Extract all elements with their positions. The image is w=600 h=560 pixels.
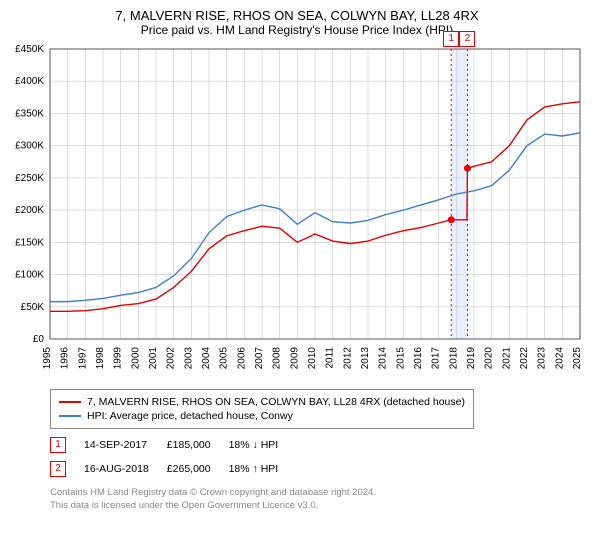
svg-text:£150K: £150K [15, 237, 44, 248]
svg-text:2002: 2002 [166, 347, 177, 370]
svg-text:1995: 1995 [42, 347, 53, 370]
svg-text:£0: £0 [33, 334, 45, 345]
svg-text:2004: 2004 [201, 347, 212, 370]
svg-text:2024: 2024 [554, 347, 565, 370]
svg-text:2001: 2001 [148, 347, 159, 370]
legend-row: 7, MALVERN RISE, RHOS ON SEA, COLWYN BAY… [59, 396, 465, 408]
svg-text:1998: 1998 [95, 347, 106, 370]
svg-text:2005: 2005 [219, 347, 230, 370]
svg-text:2017: 2017 [431, 347, 442, 370]
svg-text:£300K: £300K [15, 141, 44, 152]
table-row: 1 14-SEP-2017£185,00018% ↓ HPI [50, 433, 296, 457]
svg-text:2022: 2022 [519, 347, 530, 370]
chart-svg: £0 £50K £100K £150K £200K £250K £300K £350K £400… [8, 43, 584, 383]
svg-text:2023: 2023 [537, 347, 548, 370]
svg-text:£50K: £50K [21, 302, 45, 313]
svg-text:2007: 2007 [254, 347, 265, 370]
footer-line1: Contains HM Land Registry data © Crown c… [50, 487, 586, 500]
svg-text:2014: 2014 [378, 347, 389, 370]
footer: Contains HM Land Registry data © Crown c… [50, 487, 586, 513]
legend-swatch [59, 415, 81, 417]
svg-text:£100K: £100K [15, 270, 44, 281]
svg-text:1996: 1996 [60, 347, 71, 370]
table-row: 2 16-AUG-2018£265,00018% ↑ HPI [50, 457, 296, 481]
svg-text:2015: 2015 [395, 347, 406, 370]
sale-price: £185,000 [167, 433, 229, 457]
svg-text:1997: 1997 [77, 347, 88, 370]
sale-delta: 18% ↓ HPI [229, 433, 297, 457]
sale-badge: 1 [50, 437, 66, 453]
sale-date: 16-AUG-2018 [84, 457, 167, 481]
svg-text:2019: 2019 [466, 347, 477, 370]
sale-marker-badge: 1 [443, 31, 459, 47]
legend-swatch [59, 401, 81, 403]
sale-marker-badge: 2 [459, 31, 475, 47]
legend: 7, MALVERN RISE, RHOS ON SEA, COLWYN BAY… [50, 389, 474, 429]
sale-price: £265,000 [167, 457, 229, 481]
svg-text:2013: 2013 [360, 347, 371, 370]
page-title: 7, MALVERN RISE, RHOS ON SEA, COLWYN BAY… [8, 8, 586, 23]
svg-text:2020: 2020 [484, 347, 495, 370]
svg-text:2009: 2009 [289, 347, 300, 370]
sale-date: 14-SEP-2017 [84, 433, 167, 457]
svg-text:2018: 2018 [448, 347, 459, 370]
svg-text:2016: 2016 [413, 347, 424, 370]
page-subtitle: Price paid vs. HM Land Registry's House … [8, 23, 586, 37]
svg-text:2011: 2011 [325, 347, 336, 369]
svg-text:2008: 2008 [272, 347, 283, 370]
legend-label: 7, MALVERN RISE, RHOS ON SEA, COLWYN BAY… [87, 396, 465, 408]
svg-text:1999: 1999 [113, 347, 124, 370]
svg-text:2010: 2010 [307, 347, 318, 370]
svg-text:2025: 2025 [572, 347, 583, 370]
sales-table: 1 14-SEP-2017£185,00018% ↓ HPI 2 16-AUG-201… [50, 433, 296, 481]
svg-text:2006: 2006 [236, 347, 247, 370]
svg-text:£350K: £350K [15, 108, 44, 119]
sale-badge: 2 [50, 461, 66, 477]
svg-text:2000: 2000 [130, 347, 141, 370]
svg-text:£200K: £200K [15, 205, 44, 216]
svg-text:2021: 2021 [501, 347, 512, 370]
svg-text:£450K: £450K [15, 44, 44, 55]
svg-text:£250K: £250K [15, 173, 44, 184]
svg-text:£400K: £400K [15, 76, 44, 87]
footer-line2: This data is licensed under the Open Gov… [50, 500, 586, 513]
svg-text:2012: 2012 [342, 347, 353, 370]
sale-delta: 18% ↑ HPI [229, 457, 297, 481]
svg-text:2003: 2003 [183, 347, 194, 370]
legend-row: HPI: Average price, detached house, Conw… [59, 410, 465, 422]
legend-label: HPI: Average price, detached house, Conw… [87, 410, 293, 422]
price-chart: £0 £50K £100K £150K £200K £250K £300K £350K £400… [8, 43, 586, 383]
